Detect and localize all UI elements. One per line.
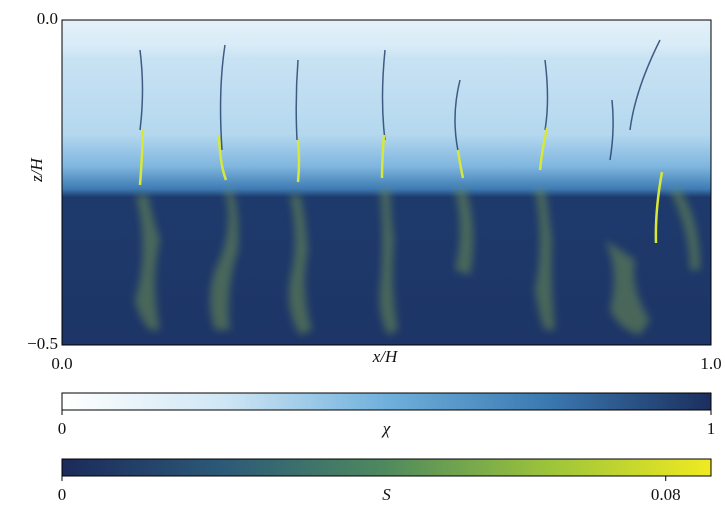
x-axis-label: x/H [372, 347, 399, 366]
y-tick-label: −0.5 [27, 334, 58, 353]
colorbar-label: χ [381, 419, 391, 438]
colorbar-label: S [382, 485, 391, 504]
field-image [62, 20, 711, 345]
x-tick-label: 0.0 [51, 354, 72, 373]
y-tick-label: 0.0 [37, 9, 58, 28]
colorbar-tick-label: 0 [58, 485, 67, 504]
colorbar-tick-label: 0 [58, 419, 67, 438]
colorbar-tick-label: 0.08 [651, 485, 681, 504]
y-axis-label: z/H [27, 156, 46, 182]
figure: x/H z/H 0.01.00.0−0.501χ00.08S [0, 0, 725, 512]
colorbar [62, 459, 711, 476]
colorbar [62, 393, 711, 410]
colorbar-tick-label: 1 [707, 419, 716, 438]
x-tick-label: 1.0 [700, 354, 721, 373]
